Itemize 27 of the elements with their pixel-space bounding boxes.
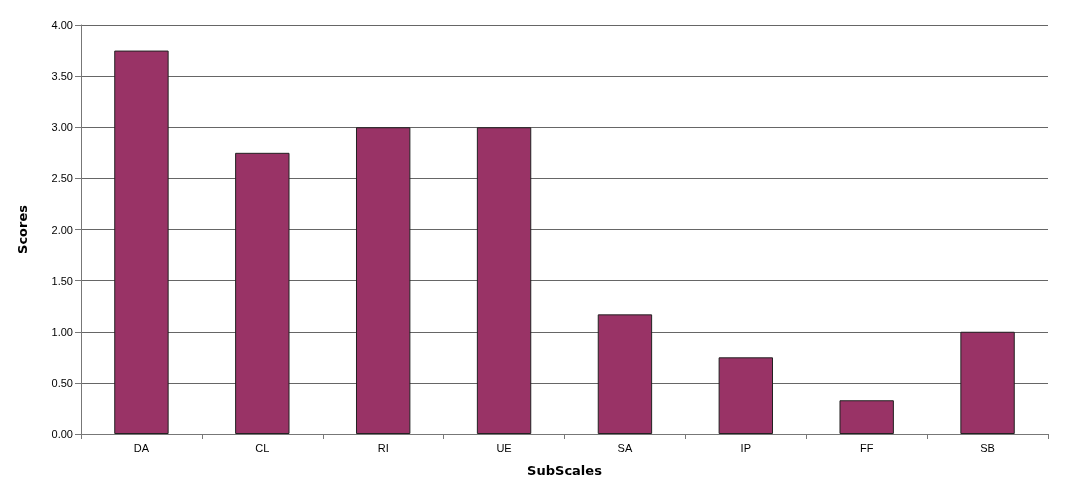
x-tick-label: SA bbox=[617, 441, 633, 454]
bar bbox=[597, 314, 653, 434]
x-axis-title: SubScales bbox=[527, 463, 603, 478]
bar bbox=[960, 331, 1015, 434]
y-tick-label: 2.50 bbox=[51, 172, 73, 185]
y-tick-label: 0.50 bbox=[51, 376, 73, 389]
bar bbox=[718, 357, 774, 434]
y-tick-label: 3.50 bbox=[51, 70, 73, 83]
x-tick-label: SB bbox=[980, 441, 995, 454]
y-tick-label: 4.00 bbox=[51, 19, 73, 31]
y-axis-title: Scores bbox=[15, 204, 30, 254]
bar bbox=[476, 127, 532, 434]
y-tick-label: 2.00 bbox=[51, 223, 73, 236]
x-tick-label: CL bbox=[255, 441, 270, 454]
x-tick-label: IP bbox=[740, 441, 752, 454]
y-tick-label: 0.00 bbox=[51, 428, 73, 440]
y-tick-label: 3.00 bbox=[51, 121, 73, 134]
x-tick-label: DA bbox=[133, 441, 150, 454]
bar bbox=[114, 50, 169, 434]
x-tick-label: UE bbox=[496, 441, 512, 454]
x-tick-label: RI bbox=[377, 441, 389, 454]
x-tick-label: FF bbox=[859, 441, 874, 454]
bar bbox=[355, 127, 411, 434]
bar bbox=[235, 152, 290, 434]
bar bbox=[839, 400, 894, 434]
y-tick-label: 1.50 bbox=[51, 274, 73, 287]
y-tick-label: 1.00 bbox=[51, 325, 73, 338]
